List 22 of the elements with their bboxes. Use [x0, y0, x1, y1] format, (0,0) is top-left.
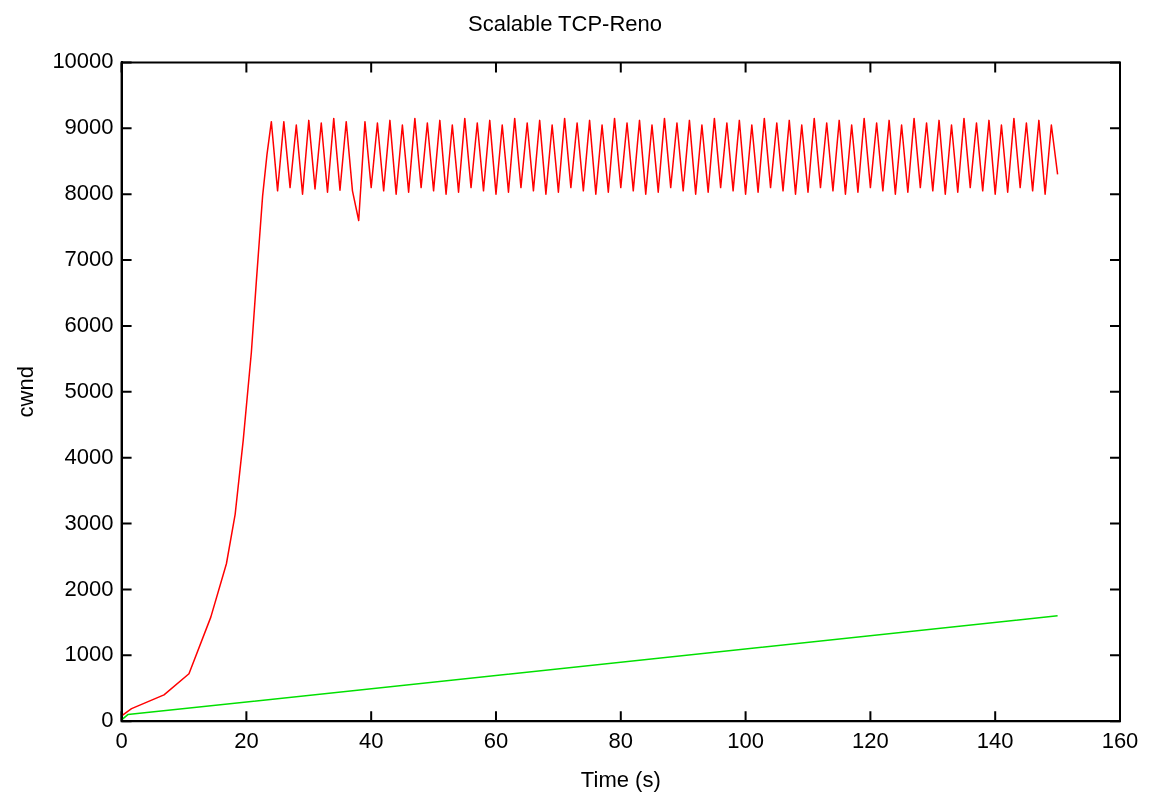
- y-tick-label: 4000: [64, 443, 114, 469]
- x-tick-label: 120: [852, 728, 889, 754]
- y-tick-label: 10000: [52, 48, 114, 74]
- chart-title: Scalable TCP-Reno: [467, 11, 663, 37]
- y-tick-label: 1000: [64, 641, 114, 667]
- y-tick-label: 9000: [64, 114, 114, 140]
- x-tick-label: 80: [608, 728, 634, 754]
- x-tick-label: 20: [234, 728, 259, 754]
- y-tick-label: 6000: [64, 311, 114, 337]
- x-tick-label: 140: [976, 728, 1014, 754]
- y-tick-label: 2000: [64, 575, 114, 601]
- y-tick-label: 7000: [64, 246, 114, 272]
- y-tick-label: 8000: [64, 180, 114, 206]
- x-tick-label: 160: [1101, 728, 1139, 754]
- y-tick-label: 0: [101, 707, 114, 733]
- x-tick-label: 100: [727, 728, 764, 754]
- x-tick-label: 60: [483, 728, 509, 754]
- y-tick-label: 3000: [64, 509, 114, 535]
- x-axis-title: Time (s): [580, 766, 661, 792]
- y-axis-title: cwnd: [13, 366, 39, 418]
- x-tick-label: 40: [358, 728, 384, 754]
- y-tick-label: 5000: [64, 377, 114, 403]
